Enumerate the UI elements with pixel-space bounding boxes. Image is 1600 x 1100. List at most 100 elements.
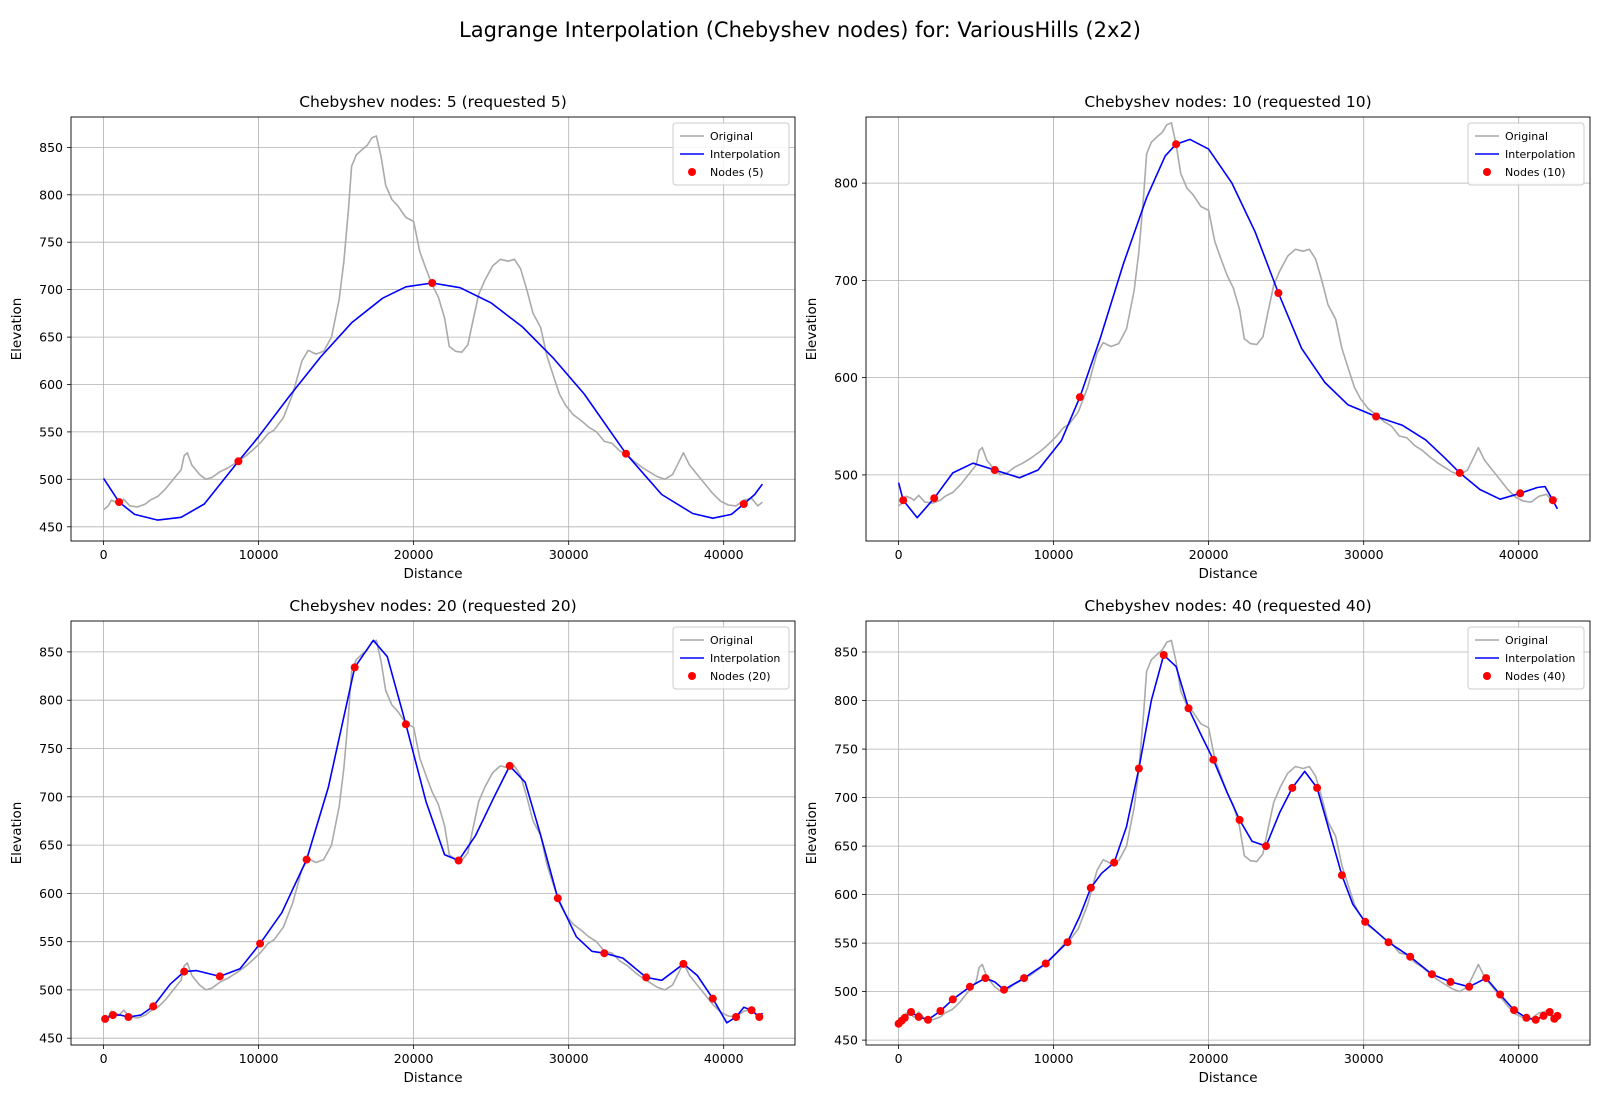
node-point: [1545, 1008, 1554, 1016]
x-axis-label: Distance: [403, 566, 462, 582]
subplot-2: 0 10000 20000 30000 40000 500 600 700 800 Chebysh…: [804, 93, 1591, 582]
node-point: [1020, 974, 1029, 983]
node-point: [180, 967, 189, 976]
y-tick-label: 800: [834, 693, 858, 708]
y-axis-label: Elevation: [9, 802, 25, 865]
node-point: [622, 449, 630, 458]
node-point: [1337, 871, 1346, 880]
node-point: [1361, 917, 1370, 926]
node-point: [600, 949, 609, 958]
legend-nodes-label: Nodes (40): [1505, 670, 1566, 683]
x-tick-label: 20000: [1189, 1051, 1229, 1066]
subplot-4: 0 10000 20000 30000 40000 450 500 550 600 650 700 7…: [804, 597, 1591, 1086]
legend-interpolation-label: Interpolation: [710, 652, 780, 665]
x-tick-label: 20000: [1189, 547, 1229, 562]
node-point: [1406, 952, 1415, 961]
node-point: [101, 1014, 110, 1023]
legend: Original Interpolation Nodes (10): [1467, 122, 1585, 186]
node-point: [642, 973, 651, 982]
y-tick-label: 500: [834, 984, 858, 999]
legend: Original Interpolation Nodes (5): [672, 122, 790, 186]
node-point: [1288, 783, 1297, 792]
node-point: [1041, 959, 1050, 968]
legend-nodes-label: Nodes (5): [710, 166, 764, 179]
y-tick-label: 850: [39, 140, 63, 155]
node-point: [936, 1007, 945, 1015]
interpolation-series-line: [898, 654, 1558, 1025]
legend-interpolation-label: Interpolation: [1505, 148, 1575, 161]
node-point: [1510, 1006, 1518, 1015]
x-tick-label: 30000: [549, 1051, 589, 1066]
legend-nodes-label: Nodes (10): [1505, 166, 1566, 179]
y-tick-label: 650: [39, 330, 63, 345]
node-point: [1446, 977, 1455, 986]
node-point: [708, 994, 717, 1003]
x-tick-label: 0: [100, 547, 108, 562]
y-tick-label: 450: [834, 1033, 858, 1048]
interpolation-series-line: [103, 639, 764, 1024]
x-tick-label: 20000: [394, 547, 434, 562]
interpolation-series-line: [102, 282, 764, 521]
node-point: [115, 498, 124, 507]
y-tick-label: 600: [834, 370, 858, 385]
x-tick-label: 20000: [394, 1051, 434, 1066]
node-point: [747, 1006, 756, 1015]
node-point: [1548, 496, 1557, 505]
legend-original-label: Original: [710, 634, 753, 647]
node-point: [553, 894, 562, 903]
x-tick-label: 30000: [1344, 1051, 1384, 1066]
subplot-1: 0 10000 20000 30000 40000 450 500 550 600 650 700 7…: [9, 93, 796, 582]
subplot-title: Chebyshev nodes: 20 (requested 20): [289, 597, 576, 615]
legend-original-label: Original: [710, 130, 753, 143]
node-point: [505, 761, 514, 770]
y-tick-label: 700: [834, 273, 858, 288]
node-point: [1516, 489, 1525, 498]
node-point: [1427, 970, 1436, 979]
axes-frame: [70, 116, 796, 542]
legend-box: [672, 122, 790, 186]
node-point: [1063, 938, 1072, 947]
node-point: [1465, 982, 1474, 991]
node-point: [124, 1013, 133, 1021]
node-point: [1086, 883, 1095, 892]
y-tick-label: 550: [39, 934, 63, 949]
node-point: [1209, 755, 1218, 764]
node-point: [401, 720, 410, 729]
x-tick-label: 0: [100, 1051, 108, 1066]
original-series-line: [898, 639, 1558, 1024]
node-point: [149, 1002, 158, 1011]
subplot-title: Chebyshev nodes: 40 (requested 40): [1084, 597, 1371, 615]
y-tick-label: 700: [834, 790, 858, 805]
figure-title: Lagrange Interpolation (Chebyshev nodes)…: [459, 18, 1141, 42]
y-tick-label: 600: [39, 886, 63, 901]
legend: Original Interpolation Nodes (20): [672, 626, 790, 690]
node-point: [1539, 1011, 1548, 1020]
axes-frame: [865, 116, 1591, 542]
y-tick-label: 800: [834, 176, 858, 191]
plot-area: [102, 135, 764, 521]
node-point: [679, 959, 688, 968]
x-tick-label: 40000: [704, 1051, 744, 1066]
legend-original-label: Original: [1505, 634, 1548, 647]
legend-nodes-marker: [1483, 168, 1491, 176]
x-tick-label: 10000: [1034, 547, 1074, 562]
node-point: [1553, 1011, 1562, 1020]
y-tick-label: 550: [39, 424, 63, 439]
node-point: [454, 856, 463, 865]
axes-frame: [70, 620, 796, 1046]
node-point: [350, 663, 359, 672]
plot-area: [897, 122, 1559, 519]
node-point: [1522, 1013, 1531, 1022]
y-tick-label: 850: [834, 645, 858, 660]
plot-area: [101, 639, 764, 1024]
x-tick-label: 10000: [239, 547, 279, 562]
legend-interpolation-label: Interpolation: [710, 148, 780, 161]
legend-interpolation-label: Interpolation: [1505, 652, 1575, 665]
legend-nodes-marker: [688, 672, 696, 680]
node-point: [1482, 974, 1491, 983]
y-tick-label: 700: [39, 789, 63, 804]
x-tick-label: 30000: [549, 547, 589, 562]
node-point: [990, 466, 999, 474]
y-axis-label: Elevation: [804, 298, 820, 361]
